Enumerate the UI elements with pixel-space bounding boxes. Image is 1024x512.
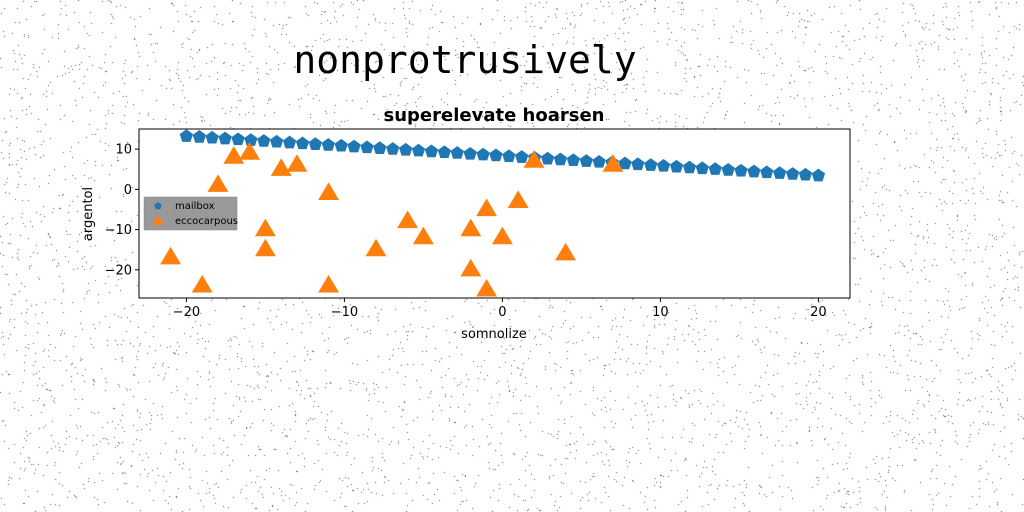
data-point: [231, 132, 245, 146]
data-point: [798, 167, 813, 181]
data-point: [631, 157, 645, 171]
data-point: [476, 147, 490, 161]
data-point: [460, 258, 482, 277]
data-point: [160, 246, 182, 265]
x-tick-label: 20: [810, 305, 827, 320]
data-point: [579, 154, 593, 167]
data-point: [254, 218, 276, 237]
data-point: [192, 130, 207, 143]
data-point: [321, 138, 335, 151]
data-point: [205, 130, 219, 144]
chart-title: superelevate hoarsen: [384, 105, 605, 126]
data-point: [644, 158, 658, 171]
data-point: [540, 151, 555, 165]
data-point: [773, 166, 787, 179]
data-point: [592, 155, 606, 168]
data-point: [334, 138, 348, 152]
data-point: [269, 134, 284, 148]
legend-pentagon: [154, 202, 162, 210]
x-tick-label: −20: [173, 305, 200, 320]
y-tick-label: −20: [105, 263, 132, 278]
y-axis-label: argentol: [81, 187, 96, 241]
legend-marker-mailbox: [154, 202, 162, 210]
data-point: [555, 242, 577, 261]
data-point: [734, 163, 748, 177]
data-point: [257, 134, 271, 147]
data-point: [553, 152, 568, 166]
data-point: [411, 143, 426, 157]
data-point: [308, 137, 322, 150]
data-point: [515, 150, 529, 163]
data-point: [347, 139, 361, 153]
data-layer: [160, 129, 826, 297]
data-point: [399, 142, 413, 156]
y-tick-label: 10: [115, 143, 132, 158]
legend-label-eccocarpous: eccocarpous: [175, 216, 238, 227]
data-point: [270, 158, 292, 176]
data-point: [254, 238, 276, 257]
data-point: [785, 167, 800, 180]
y-axis: 10 0 −10 −20: [105, 143, 139, 278]
data-point: [566, 153, 580, 167]
data-point: [811, 168, 826, 182]
data-point: [282, 135, 297, 149]
data-point: [386, 142, 400, 155]
y-tick-label: 0: [124, 183, 132, 198]
data-point: [502, 149, 516, 163]
data-point: [491, 226, 513, 245]
y-tick-label: −10: [105, 223, 132, 238]
legend: mailbox eccocarpous: [143, 196, 238, 231]
data-point: [450, 146, 464, 159]
data-point: [373, 141, 387, 154]
data-point: [476, 278, 498, 297]
data-point: [669, 159, 684, 173]
x-tick-label: 10: [652, 305, 669, 320]
data-point: [318, 182, 340, 200]
data-point: [218, 131, 232, 145]
data-point: [695, 161, 709, 175]
x-axis-label: somnolize: [461, 327, 527, 342]
data-point: [295, 136, 310, 150]
data-point: [286, 154, 308, 172]
data-point: [365, 238, 387, 257]
x-tick-label: 0: [498, 305, 506, 320]
data-point: [424, 144, 439, 158]
figure-suptitle: nonprotrusively: [293, 38, 637, 82]
data-point: [507, 190, 529, 209]
data-point: [437, 145, 452, 158]
data-point: [747, 164, 761, 178]
data-point: [682, 160, 697, 174]
x-axis: −20 −10 0 10 20: [173, 298, 827, 320]
data-point: [318, 274, 340, 293]
legend-marker-eccocarpous: [152, 215, 164, 225]
data-point: [412, 226, 434, 245]
legend-triangle: [152, 215, 164, 225]
data-point: [207, 174, 229, 192]
data-point: [397, 210, 419, 229]
series-eccocarpous: [160, 142, 624, 297]
data-point: [239, 142, 261, 160]
data-point: [460, 218, 482, 237]
data-point: [244, 133, 258, 146]
data-point: [523, 150, 545, 168]
data-point: [721, 163, 735, 176]
data-point: [179, 129, 194, 142]
data-point: [476, 198, 498, 217]
data-point: [760, 165, 774, 179]
legend-label-mailbox: mailbox: [175, 201, 215, 212]
data-point: [656, 159, 671, 172]
data-point: [191, 274, 213, 293]
data-point: [463, 146, 477, 160]
data-point: [489, 148, 503, 162]
data-point: [602, 154, 624, 172]
data-point: [360, 140, 374, 154]
data-point: [618, 156, 632, 170]
x-tick-label: −10: [331, 305, 358, 320]
data-point: [708, 162, 722, 175]
data-point: [223, 146, 245, 164]
